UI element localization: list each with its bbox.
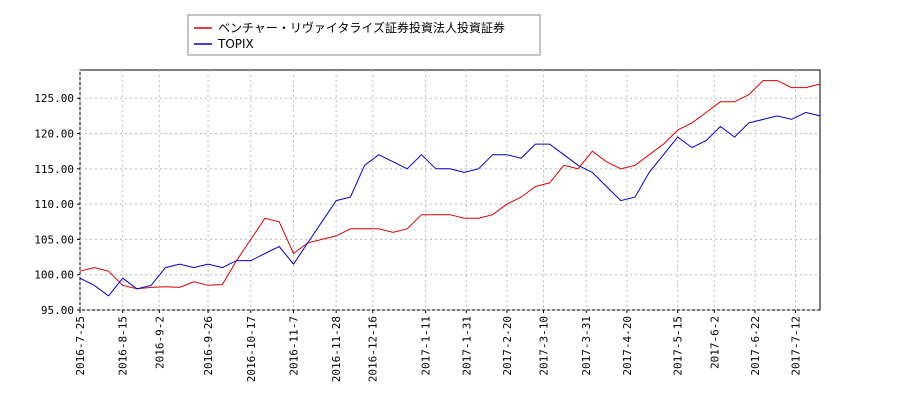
x-tick-label: 2017-6-2 <box>708 316 721 369</box>
legend-label: TOPIX <box>217 37 254 51</box>
series-line <box>79 111 821 297</box>
y-tick-label: 120.00 <box>34 128 74 141</box>
legend-label: ベンチャー・リヴァイタライズ証券投資法人投資証券 <box>218 20 505 35</box>
x-tick-label: 2017-7-12 <box>790 316 803 376</box>
x-tick-label: 2017-5-15 <box>672 316 685 376</box>
y-tick-label: 115.00 <box>34 163 74 176</box>
x-tick-label: 2017-1-11 <box>420 316 433 376</box>
x-tick-label: 2017-2-20 <box>501 316 514 376</box>
series-line <box>79 80 821 290</box>
y-tick-label: 100.00 <box>34 269 74 282</box>
x-tick-label: 2017-1-31 <box>460 316 473 376</box>
x-tick-label: 2016-10-17 <box>245 316 258 382</box>
x-tick-label: 2016-12-16 <box>367 316 380 382</box>
y-tick-label: 125.00 <box>34 92 74 105</box>
x-tick-label: 2016-8-15 <box>117 316 130 376</box>
x-tick-label: 2016-7-25 <box>74 316 87 376</box>
x-tick-label: 2017-4-20 <box>621 316 634 376</box>
y-tick-label: 110.00 <box>34 198 74 211</box>
x-tick-label: 2016-9-2 <box>153 316 166 369</box>
legend <box>187 14 541 56</box>
x-tick-label: 2016-9-26 <box>202 316 215 376</box>
x-tick-label: 2017-3-31 <box>580 316 593 376</box>
x-tick-label: 2017-6-22 <box>749 316 762 376</box>
x-tick-label: 2017-3-10 <box>538 316 551 376</box>
plot-frame <box>79 69 821 311</box>
y-tick-label: 95.00 <box>41 304 74 317</box>
x-tick-label: 2016-11-7 <box>287 316 300 376</box>
x-tick-label: 2016-11-28 <box>330 316 343 382</box>
y-tick-label: 105.00 <box>34 233 74 246</box>
